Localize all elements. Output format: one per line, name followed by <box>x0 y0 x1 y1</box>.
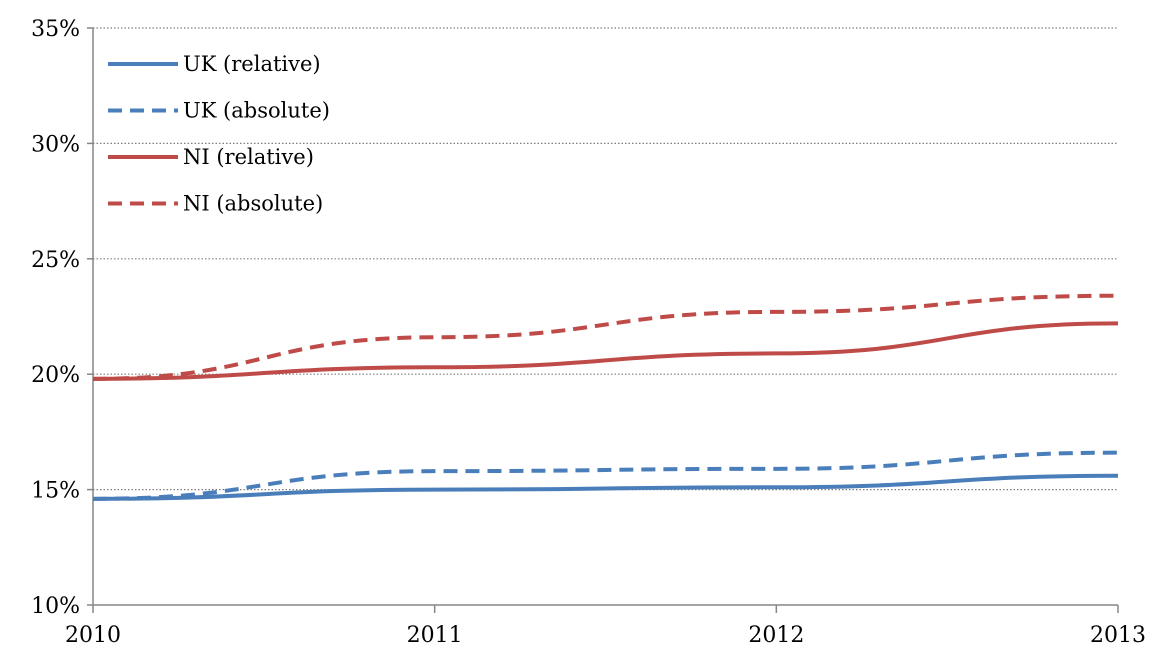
x-tick-label: 2012 <box>748 623 804 648</box>
axes <box>87 27 1119 613</box>
y-tick-label: 35% <box>31 17 80 42</box>
y-tick-label: 20% <box>31 363 80 388</box>
tick-labels: 10% 15% 20% 25% 30% 35% 2010 2011 2012 2013 <box>31 17 1146 648</box>
series-line-uk-relative <box>92 473 1119 501</box>
gridlines <box>93 27 1118 491</box>
x-tick-label: 2013 <box>1090 623 1146 648</box>
y-tick-label: 15% <box>31 479 80 504</box>
series-lines <box>92 293 1119 501</box>
x-tick-label: 2011 <box>407 623 463 648</box>
legend-label: NI (absolute) <box>183 192 323 216</box>
y-tick-label: 30% <box>31 132 80 157</box>
series-line-uk-absolute <box>92 450 1119 501</box>
legend-label: UK (relative) <box>183 52 321 76</box>
y-tick-label: 25% <box>31 248 80 273</box>
legend-label: NI (relative) <box>183 145 314 169</box>
y-tick-label: 10% <box>31 594 80 619</box>
series-line-ni-absolute <box>92 293 1119 381</box>
legend-label: UK (absolute) <box>183 99 330 123</box>
x-tick-label: 2010 <box>65 623 121 648</box>
series-line-ni-relative <box>92 321 1119 381</box>
legend: UK (relative) UK (absolute) NI (relative) N… <box>108 52 330 216</box>
